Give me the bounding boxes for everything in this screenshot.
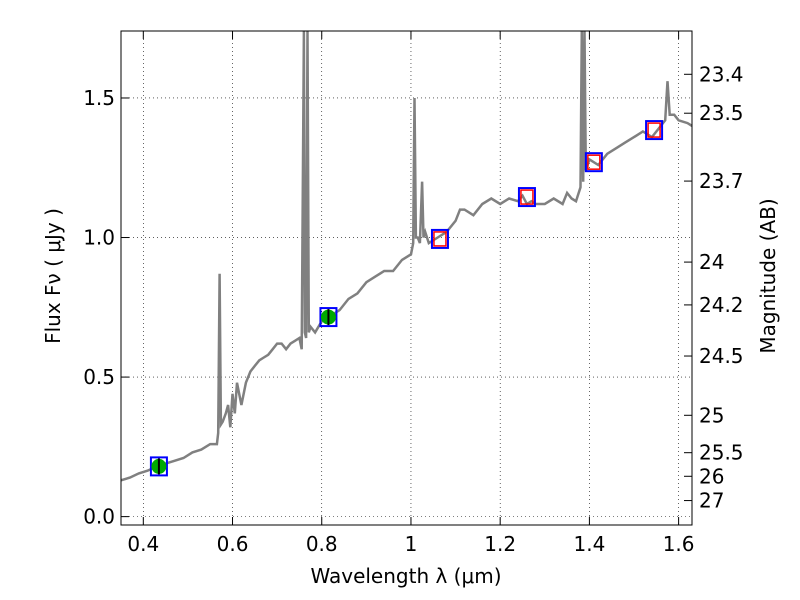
mag-tick-label: 23.7: [699, 169, 744, 193]
synthetic-photometry-box: [645, 120, 664, 141]
plot-frame: [120, 30, 693, 526]
mag-tick-label: 24.2: [699, 293, 744, 317]
x-tick-label: 0.6: [217, 532, 249, 556]
synthetic-photometry-box: [430, 228, 449, 249]
mag-tick-label: 27: [699, 489, 724, 513]
synthetic-photometry-box: [149, 456, 168, 477]
model-point: [433, 231, 447, 247]
mag-tick-label: 23.5: [699, 101, 744, 125]
x-tick-label: 1: [405, 532, 418, 556]
synthetic-photometry-box: [319, 307, 338, 328]
model-point: [520, 189, 534, 205]
synthetic-photometry-box: [584, 152, 603, 173]
synthetic-photometry-box: [517, 187, 536, 208]
grid: [121, 31, 692, 525]
y-axis-left: 0.0 0.5 1.0 1.5: [83, 86, 129, 529]
mag-tick-label: 24.5: [699, 344, 744, 368]
x-axis-label: Wavelength λ (μm): [310, 564, 501, 588]
photometry-layer: [149, 120, 664, 477]
model-point: [587, 154, 601, 170]
x-tick-label: 0.4: [127, 532, 159, 556]
x-tick-label: 1.6: [663, 532, 695, 556]
spectrum-line: [121, 31, 692, 482]
y-tick-label: 0.5: [83, 365, 115, 389]
y2-axis-label: Magnitude (AB): [756, 198, 780, 353]
x-tick-label: 1.4: [573, 532, 605, 556]
x-tick-label: 1.2: [484, 532, 516, 556]
y-tick-label: 0.0: [83, 505, 115, 529]
mag-tick-label: 24: [699, 250, 724, 274]
mag-tick-label: 26: [699, 464, 724, 488]
y-tick-label: 1.5: [83, 86, 115, 110]
x-axis: 0.4 0.6 0.8 1 1.2 1.4 1.6: [127, 31, 695, 556]
model-point: [647, 122, 661, 138]
mag-tick-label: 25.5: [699, 441, 744, 465]
mag-tick-label: 25: [699, 403, 724, 427]
mag-tick-label: 23.4: [699, 62, 744, 86]
y-axis-label: Flux Fν ( μJy ): [41, 208, 65, 344]
y-tick-label: 1.0: [83, 226, 115, 250]
spectrum-layer: [121, 31, 692, 482]
x-tick-label: 0.8: [306, 532, 338, 556]
